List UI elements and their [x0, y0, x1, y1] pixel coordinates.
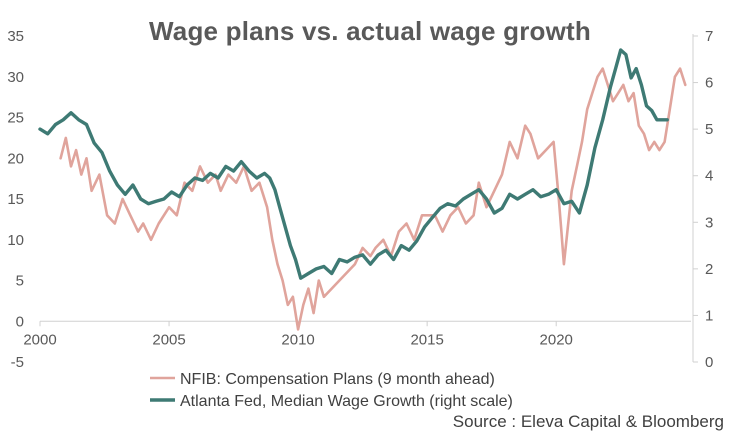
legend-label: NFIB: Compensation Plans (9 month ahead) [180, 371, 495, 388]
x-tick-label: 2010 [281, 331, 314, 348]
y-right-tick-label: 3 [705, 214, 713, 231]
y-right-tick-label: 0 [705, 354, 713, 371]
nfib-compensation-plans-line [59, 67, 687, 331]
y-left-tick-label: 0 [16, 313, 24, 330]
axes: 2000 2005 2010 2015 2020-5051015202530350123… [7, 28, 713, 371]
atlanta-fed-wage-growth-line [38, 48, 669, 280]
y-left-tick-label: 5 [16, 273, 24, 290]
y-right-tick-label: 6 [705, 75, 713, 92]
x-tick-label: 2020 [540, 331, 573, 348]
x-tick-label: 2015 [410, 331, 443, 348]
chart-title: Wage plans vs. actual wage growth [149, 16, 591, 46]
x-tick-label: 2000 [23, 331, 56, 348]
y-left-tick-label: 10 [7, 232, 24, 249]
legend: NFIB: Compensation Plans (9 month ahead)… [150, 371, 513, 410]
x-tick-label: 2005 [152, 331, 185, 348]
y-left-tick-label: 35 [7, 28, 24, 45]
y-right-tick-label: 4 [705, 168, 713, 185]
y-left-tick-label: 25 [7, 110, 24, 127]
y-right-tick-label: 2 [705, 261, 713, 278]
series-layer [38, 48, 687, 331]
y-left-tick-label: 15 [7, 191, 24, 208]
y-left-tick-label: 20 [7, 150, 24, 167]
y-left-tick-label: 30 [7, 69, 24, 86]
y-right-tick-label: 1 [705, 307, 713, 324]
chart-source: Source : Eleva Capital & Bloomberg [452, 412, 724, 431]
legend-label: Atlanta Fed, Median Wage Growth (right s… [180, 393, 513, 410]
y-left-tick-label: -5 [11, 354, 24, 371]
y-right-tick-label: 7 [705, 28, 713, 45]
y-right-tick-label: 5 [705, 121, 713, 138]
